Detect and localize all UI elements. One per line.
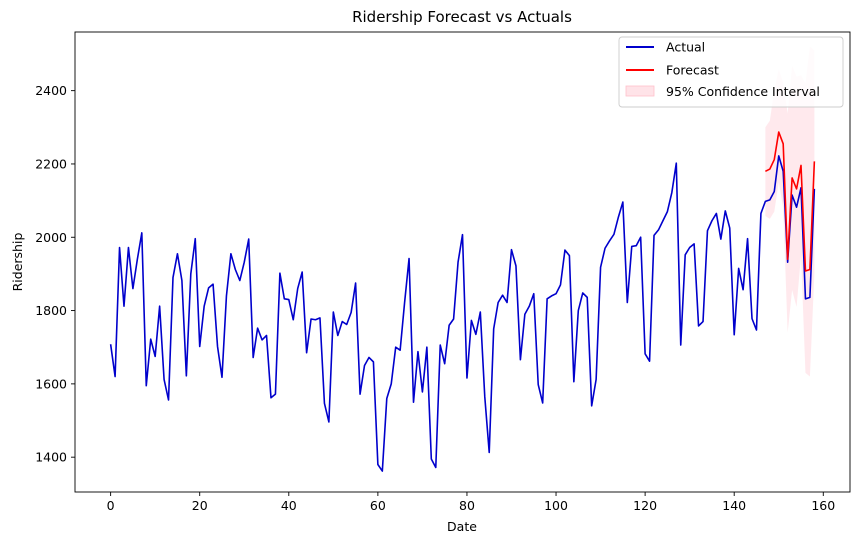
legend-label-actual: Actual — [666, 40, 705, 55]
x-tick-label: 100 — [544, 498, 568, 513]
legend-label-confidence: 95% Confidence Interval — [666, 84, 820, 99]
y-axis-label: Ridership — [10, 233, 25, 292]
y-tick-label: 2200 — [35, 156, 67, 171]
x-tick-label: 60 — [370, 498, 386, 513]
y-tick-label: 1800 — [35, 303, 67, 318]
x-tick-label: 140 — [722, 498, 746, 513]
x-axis-label: Date — [447, 519, 477, 534]
legend-box — [618, 36, 844, 108]
plot-area — [74, 31, 851, 493]
y-tick-label: 1600 — [35, 376, 67, 391]
x-tick-label: 80 — [459, 498, 475, 513]
x-tick-label: 120 — [633, 498, 657, 513]
series-line-forecast — [765, 131, 816, 272]
y-tick-label: 2400 — [35, 83, 67, 98]
legend-label-forecast: Forecast — [666, 63, 719, 78]
y-tick-label: 1400 — [35, 450, 67, 465]
x-tick-label: 0 — [107, 498, 115, 513]
y-tick-label: 2000 — [35, 230, 67, 245]
x-tick-label: 20 — [192, 498, 208, 513]
series-lines — [109, 131, 816, 472]
x-axis: 0 20 40 60 80 100 120 140 160 — [107, 492, 835, 513]
x-tick-label: 40 — [281, 498, 297, 513]
y-axis: 1400 1600 1800 2000 2200 2400 — [35, 83, 75, 465]
series-line-actual — [109, 155, 816, 472]
legend: Actual Forecast 95% Confidence Interval — [618, 36, 844, 108]
plot-frame — [74, 31, 851, 493]
chart-title: Ridership Forecast vs Actuals — [352, 8, 572, 26]
x-tick-label: 160 — [811, 498, 835, 513]
legend-swatch-confidence — [625, 85, 655, 97]
